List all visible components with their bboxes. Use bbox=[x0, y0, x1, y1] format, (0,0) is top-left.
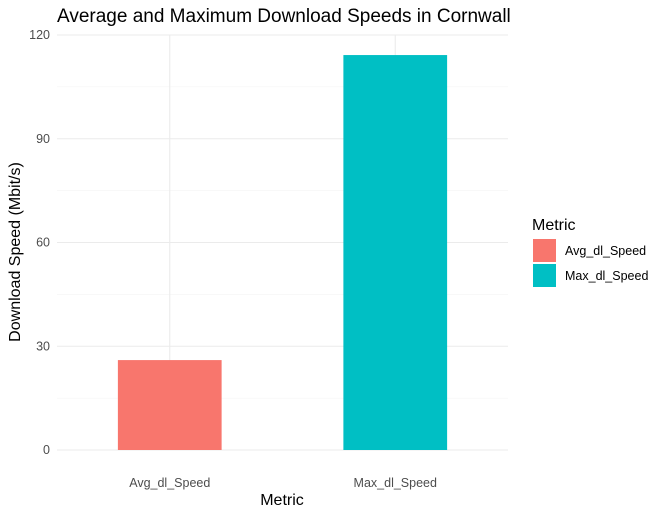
y-tick-label: 30 bbox=[36, 339, 50, 353]
bar-max-dl-speed bbox=[343, 55, 448, 450]
x-tick-label: Max_dl_Speed bbox=[354, 476, 437, 490]
legend-swatch bbox=[533, 239, 556, 262]
y-tick-label: 0 bbox=[43, 443, 50, 457]
y-axis-title: Download Speed (Mbit/s) bbox=[7, 162, 24, 342]
legend: Metric Avg_dl_Speed Max_dl_Speed bbox=[532, 217, 648, 287]
y-tick-label: 60 bbox=[36, 236, 50, 250]
y-axis-ticks: 0 30 60 90 120 bbox=[29, 28, 50, 457]
chart-title: Average and Maximum Download Speeds in C… bbox=[57, 6, 511, 27]
legend-swatch bbox=[533, 264, 556, 287]
x-tick-label: Avg_dl_Speed bbox=[129, 476, 210, 490]
legend-label: Avg_dl_Speed bbox=[565, 244, 646, 258]
bar-avg-dl-speed bbox=[117, 360, 222, 450]
x-axis-ticks: Avg_dl_Speed Max_dl_Speed bbox=[129, 476, 437, 490]
y-tick-label: 90 bbox=[36, 132, 50, 146]
y-tick-label: 120 bbox=[29, 28, 50, 42]
bars bbox=[117, 55, 448, 450]
legend-title: Metric bbox=[532, 217, 576, 234]
x-axis-title: Metric bbox=[260, 492, 304, 509]
legend-label: Max_dl_Speed bbox=[565, 269, 648, 283]
